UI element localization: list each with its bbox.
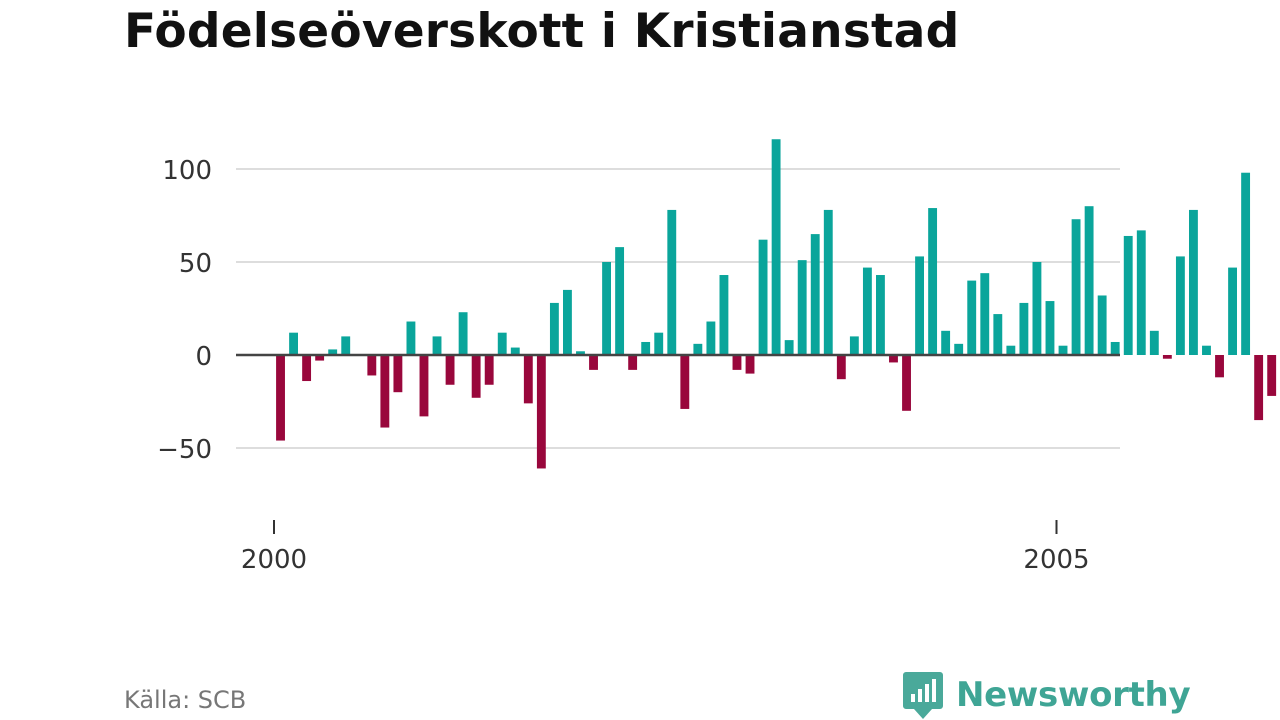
bar (915, 256, 924, 355)
bar (1175, 256, 1185, 355)
bar (628, 355, 638, 370)
bar (341, 336, 351, 355)
bar (1162, 355, 1172, 359)
bar (497, 332, 507, 355)
bar (1228, 267, 1237, 355)
bar (862, 267, 872, 355)
y-tick-label: 0 (195, 342, 212, 372)
bar (902, 355, 911, 411)
bar (432, 336, 442, 355)
bar-series (276, 139, 1277, 469)
bar (1123, 235, 1133, 355)
bar (849, 336, 859, 355)
tick-labels: −50050100200020052010201520202025 (157, 156, 1089, 575)
y-tick-label: 50 (179, 249, 212, 279)
bar (745, 355, 755, 374)
bar (719, 275, 729, 355)
bar (823, 209, 833, 355)
bar (1006, 345, 1016, 355)
source-note: Källa: SCB (124, 686, 247, 714)
bar (771, 139, 781, 355)
bar (889, 355, 898, 363)
x-tick-label: 2000 (241, 545, 307, 575)
bar (1110, 341, 1120, 355)
bar (941, 330, 951, 355)
bar (380, 355, 390, 428)
bar (484, 355, 494, 385)
bar (1202, 345, 1211, 355)
bar (510, 347, 520, 355)
bar (393, 355, 403, 393)
bar (1241, 172, 1251, 355)
bar (276, 355, 285, 441)
bar (1058, 345, 1068, 355)
bar (758, 239, 768, 355)
bar (523, 355, 533, 404)
bar (1189, 209, 1198, 355)
bar (445, 355, 455, 385)
bar (602, 262, 611, 355)
bar (406, 321, 416, 355)
bar (615, 247, 625, 355)
bar (1254, 355, 1264, 421)
bar (1084, 206, 1094, 355)
bar (289, 332, 298, 355)
axes (236, 353, 1120, 534)
bar (680, 355, 690, 409)
bar (563, 289, 572, 355)
bar (732, 355, 742, 370)
bar (641, 341, 651, 355)
y-tick-label: 100 (162, 156, 212, 186)
bar (1267, 355, 1277, 396)
brand-name: Newsworthy (956, 675, 1191, 715)
bar (419, 355, 429, 417)
bar (797, 260, 807, 355)
x-tick-label: 2005 (1023, 545, 1089, 575)
bar (693, 343, 703, 355)
bar (302, 355, 312, 382)
bar (967, 280, 977, 355)
bar (980, 273, 990, 355)
brand-logo: Newsworthy (902, 670, 1191, 720)
bar (1032, 262, 1042, 355)
bar (1149, 330, 1159, 355)
bar (315, 355, 325, 361)
bar (836, 355, 846, 380)
bar (367, 355, 377, 376)
bar (576, 351, 585, 355)
bar (654, 332, 664, 355)
bar (784, 340, 794, 355)
bar (328, 349, 338, 355)
bar (589, 355, 598, 370)
bar (810, 234, 820, 355)
bar (1136, 230, 1146, 355)
chart-title: Födelseöverskott i Kristianstad (124, 4, 960, 59)
bar (549, 302, 559, 355)
bar (536, 355, 546, 469)
bar (876, 275, 885, 355)
newsworthy-logo-icon (903, 672, 943, 719)
bar (667, 209, 677, 355)
bar (471, 355, 481, 398)
bar (1071, 219, 1081, 355)
bar (993, 314, 1003, 355)
bar (706, 321, 716, 355)
bar (954, 343, 964, 355)
bar (1045, 301, 1055, 355)
bar (1019, 302, 1029, 355)
bar (1215, 355, 1224, 378)
bar (928, 208, 938, 355)
bar (1097, 295, 1107, 355)
bar (458, 312, 468, 355)
y-tick-label: −50 (157, 435, 212, 465)
grid-lines (236, 168, 1120, 449)
